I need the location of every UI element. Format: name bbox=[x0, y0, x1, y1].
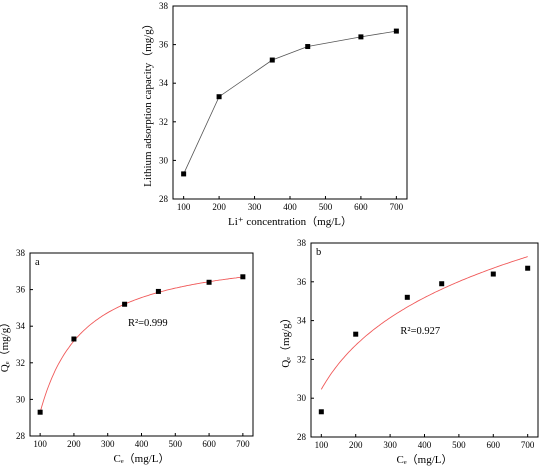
y-tick-label: 34 bbox=[159, 78, 169, 88]
y-tick-label: 30 bbox=[159, 155, 169, 165]
data-point bbox=[181, 171, 187, 177]
x-tick-label: 400 bbox=[135, 439, 149, 449]
r-squared-label: R²=0.999 bbox=[128, 318, 168, 329]
y-tick-label: 30 bbox=[16, 394, 26, 404]
x-tick-label: 100 bbox=[315, 440, 329, 450]
y-tick-label: 28 bbox=[297, 432, 307, 442]
y-tick-label: 36 bbox=[159, 40, 169, 50]
x-tick-label: 100 bbox=[33, 439, 47, 449]
data-point bbox=[71, 336, 77, 342]
y-axis-title: Lithium adsorption capacity（mg/g） bbox=[141, 18, 154, 187]
data-point bbox=[269, 57, 275, 63]
data-point bbox=[404, 294, 410, 300]
chart-panel-a: 100 200 300 400 500 600 700 28 30 32 34 36 38 Cₑ（mg/L… bbox=[0, 248, 254, 465]
y-tick-label: 34 bbox=[16, 321, 26, 331]
chart-panel-b: 100 200 300 400 500 600 700 28 30 32 34 36 38 Cₑ（mg/L… bbox=[279, 238, 539, 466]
x-tick-label: 500 bbox=[452, 440, 466, 450]
y-tick-label: 30 bbox=[297, 393, 307, 403]
x-tick-label: 700 bbox=[236, 439, 250, 449]
x-tick-label: 200 bbox=[67, 439, 81, 449]
x-tick-label: 400 bbox=[283, 202, 297, 212]
fit-curve bbox=[320, 256, 528, 390]
x-tick-label: 100 bbox=[177, 202, 191, 212]
y-tick-label: 38 bbox=[297, 238, 307, 248]
data-point bbox=[490, 271, 496, 277]
x-axis-title: Cₑ（mg/L） bbox=[114, 452, 170, 465]
panel-label: a bbox=[35, 257, 40, 268]
x-tick-label: 600 bbox=[354, 202, 368, 212]
y-tick-label: 32 bbox=[297, 354, 306, 364]
data-point bbox=[206, 279, 212, 285]
y-tick-label: 38 bbox=[159, 1, 169, 11]
r-squared-label: R²=0.927 bbox=[400, 326, 440, 337]
data-point bbox=[358, 34, 364, 40]
y-tick-label: 28 bbox=[16, 431, 26, 441]
data-point bbox=[393, 28, 399, 34]
y-tick-label: 32 bbox=[16, 358, 25, 368]
data-point bbox=[216, 94, 222, 100]
data-point bbox=[318, 409, 324, 415]
y-tick-label: 32 bbox=[159, 117, 168, 127]
y-tick-label: 36 bbox=[16, 285, 26, 295]
x-tick-label: 200 bbox=[349, 440, 363, 450]
data-point bbox=[353, 331, 359, 337]
x-axis-title: Cₑ（mg/L） bbox=[397, 453, 453, 466]
data-point bbox=[155, 288, 161, 294]
y-tick-label: 36 bbox=[297, 277, 307, 287]
x-tick-label: 300 bbox=[383, 440, 397, 450]
data-point bbox=[305, 44, 311, 50]
x-tick-label: 300 bbox=[101, 439, 115, 449]
x-axis-title: Li⁺ concentration（mg/L） bbox=[228, 215, 352, 228]
data-point bbox=[37, 409, 43, 415]
top-chart: 100 200 300 400 500 600 700 28 30 32 34 36 38 Li⁺ con… bbox=[141, 1, 408, 228]
plot-frame bbox=[310, 242, 539, 438]
x-tick-label: 700 bbox=[521, 440, 535, 450]
x-tick-label: 300 bbox=[248, 202, 262, 212]
x-tick-label: 500 bbox=[169, 439, 183, 449]
panel-label: b bbox=[316, 247, 321, 258]
data-point bbox=[122, 301, 128, 307]
x-tick-label: 500 bbox=[319, 202, 333, 212]
y-tick-label: 34 bbox=[297, 316, 307, 326]
x-tick-label: 600 bbox=[202, 439, 216, 449]
x-tick-label: 200 bbox=[212, 202, 226, 212]
data-point bbox=[240, 274, 246, 280]
x-tick-label: 400 bbox=[418, 440, 432, 450]
fit-curve bbox=[39, 276, 243, 413]
y-tick-label: 28 bbox=[159, 194, 169, 204]
data-point bbox=[439, 281, 445, 287]
data-point bbox=[525, 265, 531, 271]
series-line bbox=[183, 30, 397, 175]
y-tick-label: 38 bbox=[16, 248, 26, 258]
x-tick-label: 600 bbox=[487, 440, 501, 450]
y-axis-title: Qₑ（mg/g） bbox=[279, 312, 292, 367]
x-tick-label: 700 bbox=[390, 202, 404, 212]
y-axis-title: Qₑ（mg/g） bbox=[0, 317, 11, 372]
